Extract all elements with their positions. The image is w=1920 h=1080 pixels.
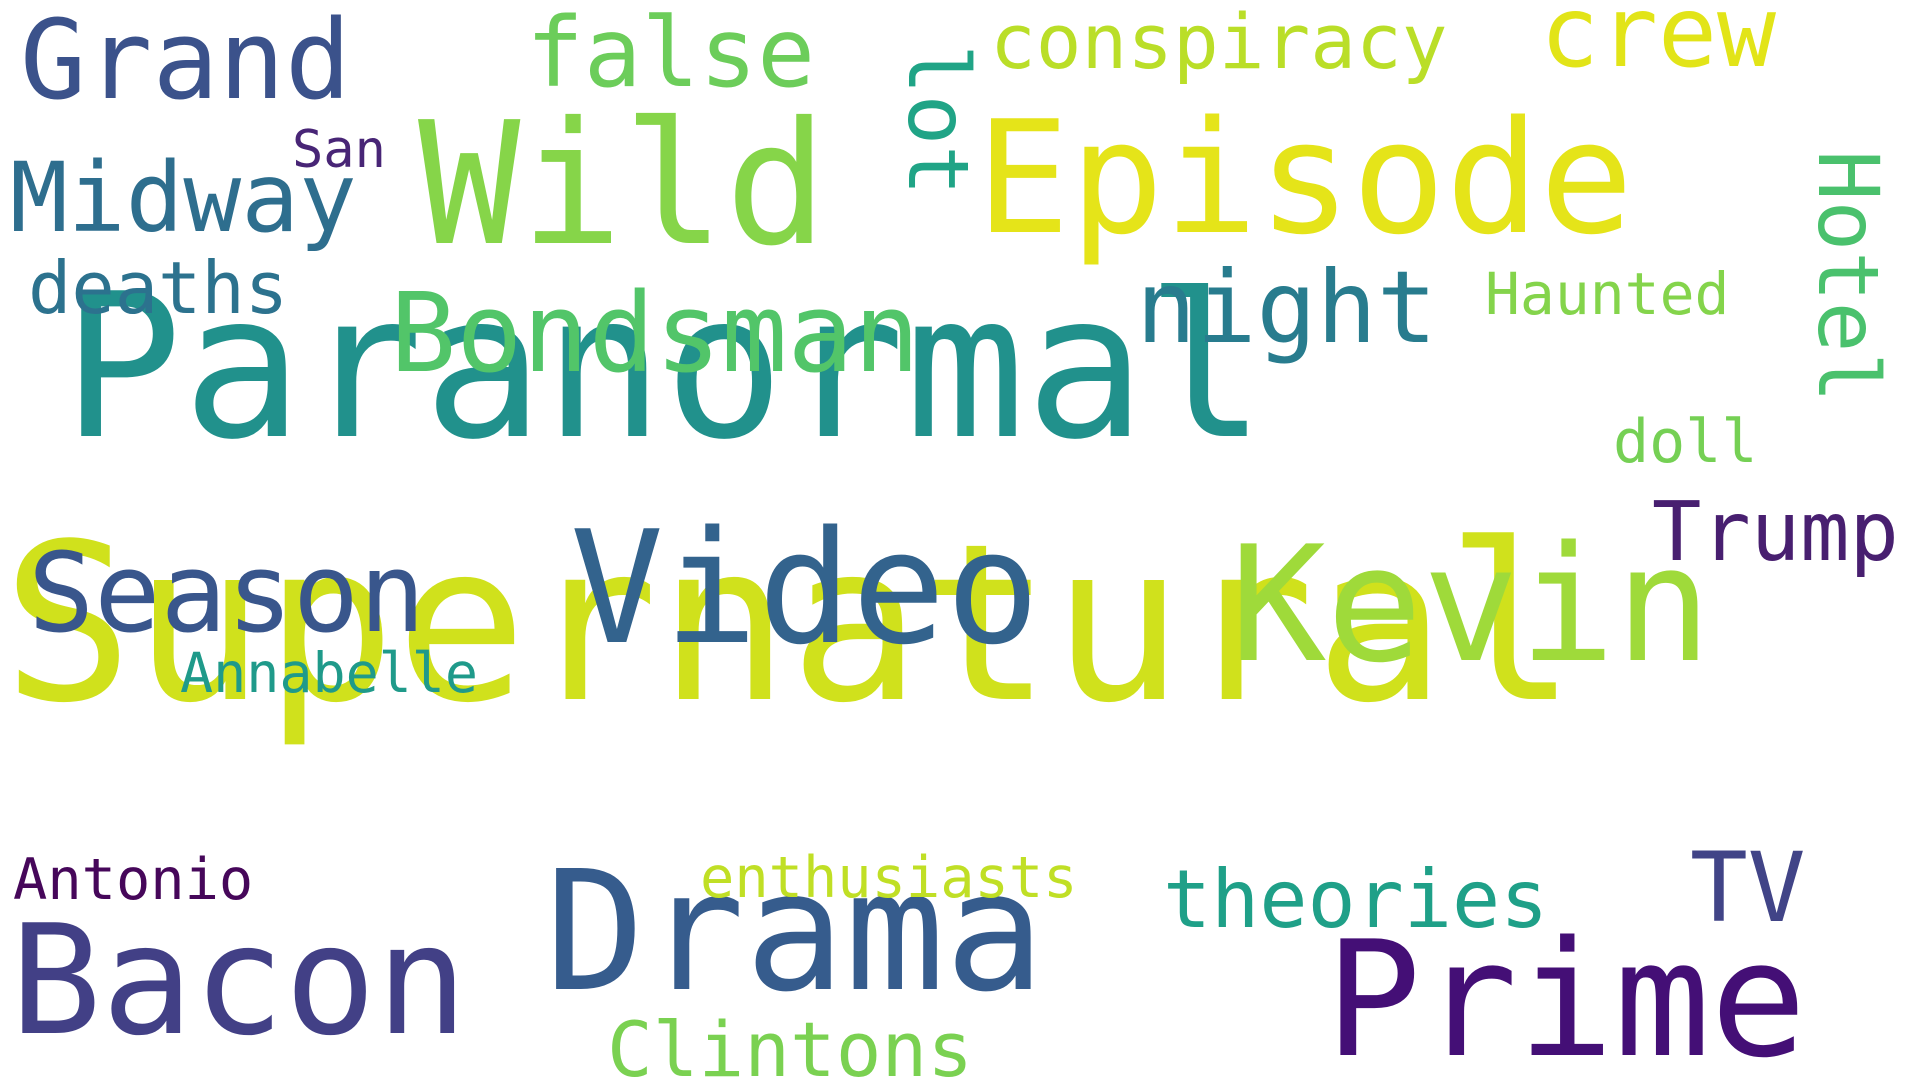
word-season: Season bbox=[28, 529, 426, 657]
word-wild: Wild bbox=[418, 86, 828, 284]
word-bacon: Bacon bbox=[10, 892, 468, 1069]
word-san: San bbox=[292, 120, 386, 180]
word-bondsman: Bondsman bbox=[390, 269, 920, 397]
word-tv: TV bbox=[1690, 832, 1806, 944]
word-lot: lot bbox=[889, 44, 987, 196]
word-episode: Episode bbox=[976, 87, 1634, 269]
word-midway: Midway bbox=[10, 142, 357, 254]
word-paranormal: Paranormal bbox=[62, 251, 1267, 484]
word-supernatural: Supernatural bbox=[2, 498, 1577, 751]
word-drama: Drama bbox=[545, 836, 1045, 1029]
word-hotel: Hotel bbox=[1799, 150, 1897, 403]
word-clintons: Clintons bbox=[607, 1005, 974, 1080]
word-night: night bbox=[1136, 249, 1438, 366]
word-trump: Trump bbox=[1652, 485, 1899, 580]
word-crew: crew bbox=[1540, 0, 1777, 90]
word-kevin: Kevin bbox=[1230, 511, 1712, 698]
word-haunted: Haunted bbox=[1485, 260, 1730, 328]
word-enthusiasts: enthusiasts bbox=[700, 845, 1078, 911]
word-prime: Prime bbox=[1325, 906, 1807, 1080]
word-false: false bbox=[526, 0, 815, 109]
word-video: Video bbox=[570, 497, 1040, 679]
word-deaths: deaths bbox=[28, 246, 289, 330]
word-antonio: Antonio bbox=[13, 847, 254, 913]
word-doll: doll bbox=[1613, 407, 1758, 477]
word-grand: Grand bbox=[20, 0, 352, 124]
word-conspiracy: conspiracy bbox=[990, 0, 1448, 86]
word-annabelle: Annabelle bbox=[180, 641, 479, 705]
word-theories: theories bbox=[1163, 853, 1549, 946]
